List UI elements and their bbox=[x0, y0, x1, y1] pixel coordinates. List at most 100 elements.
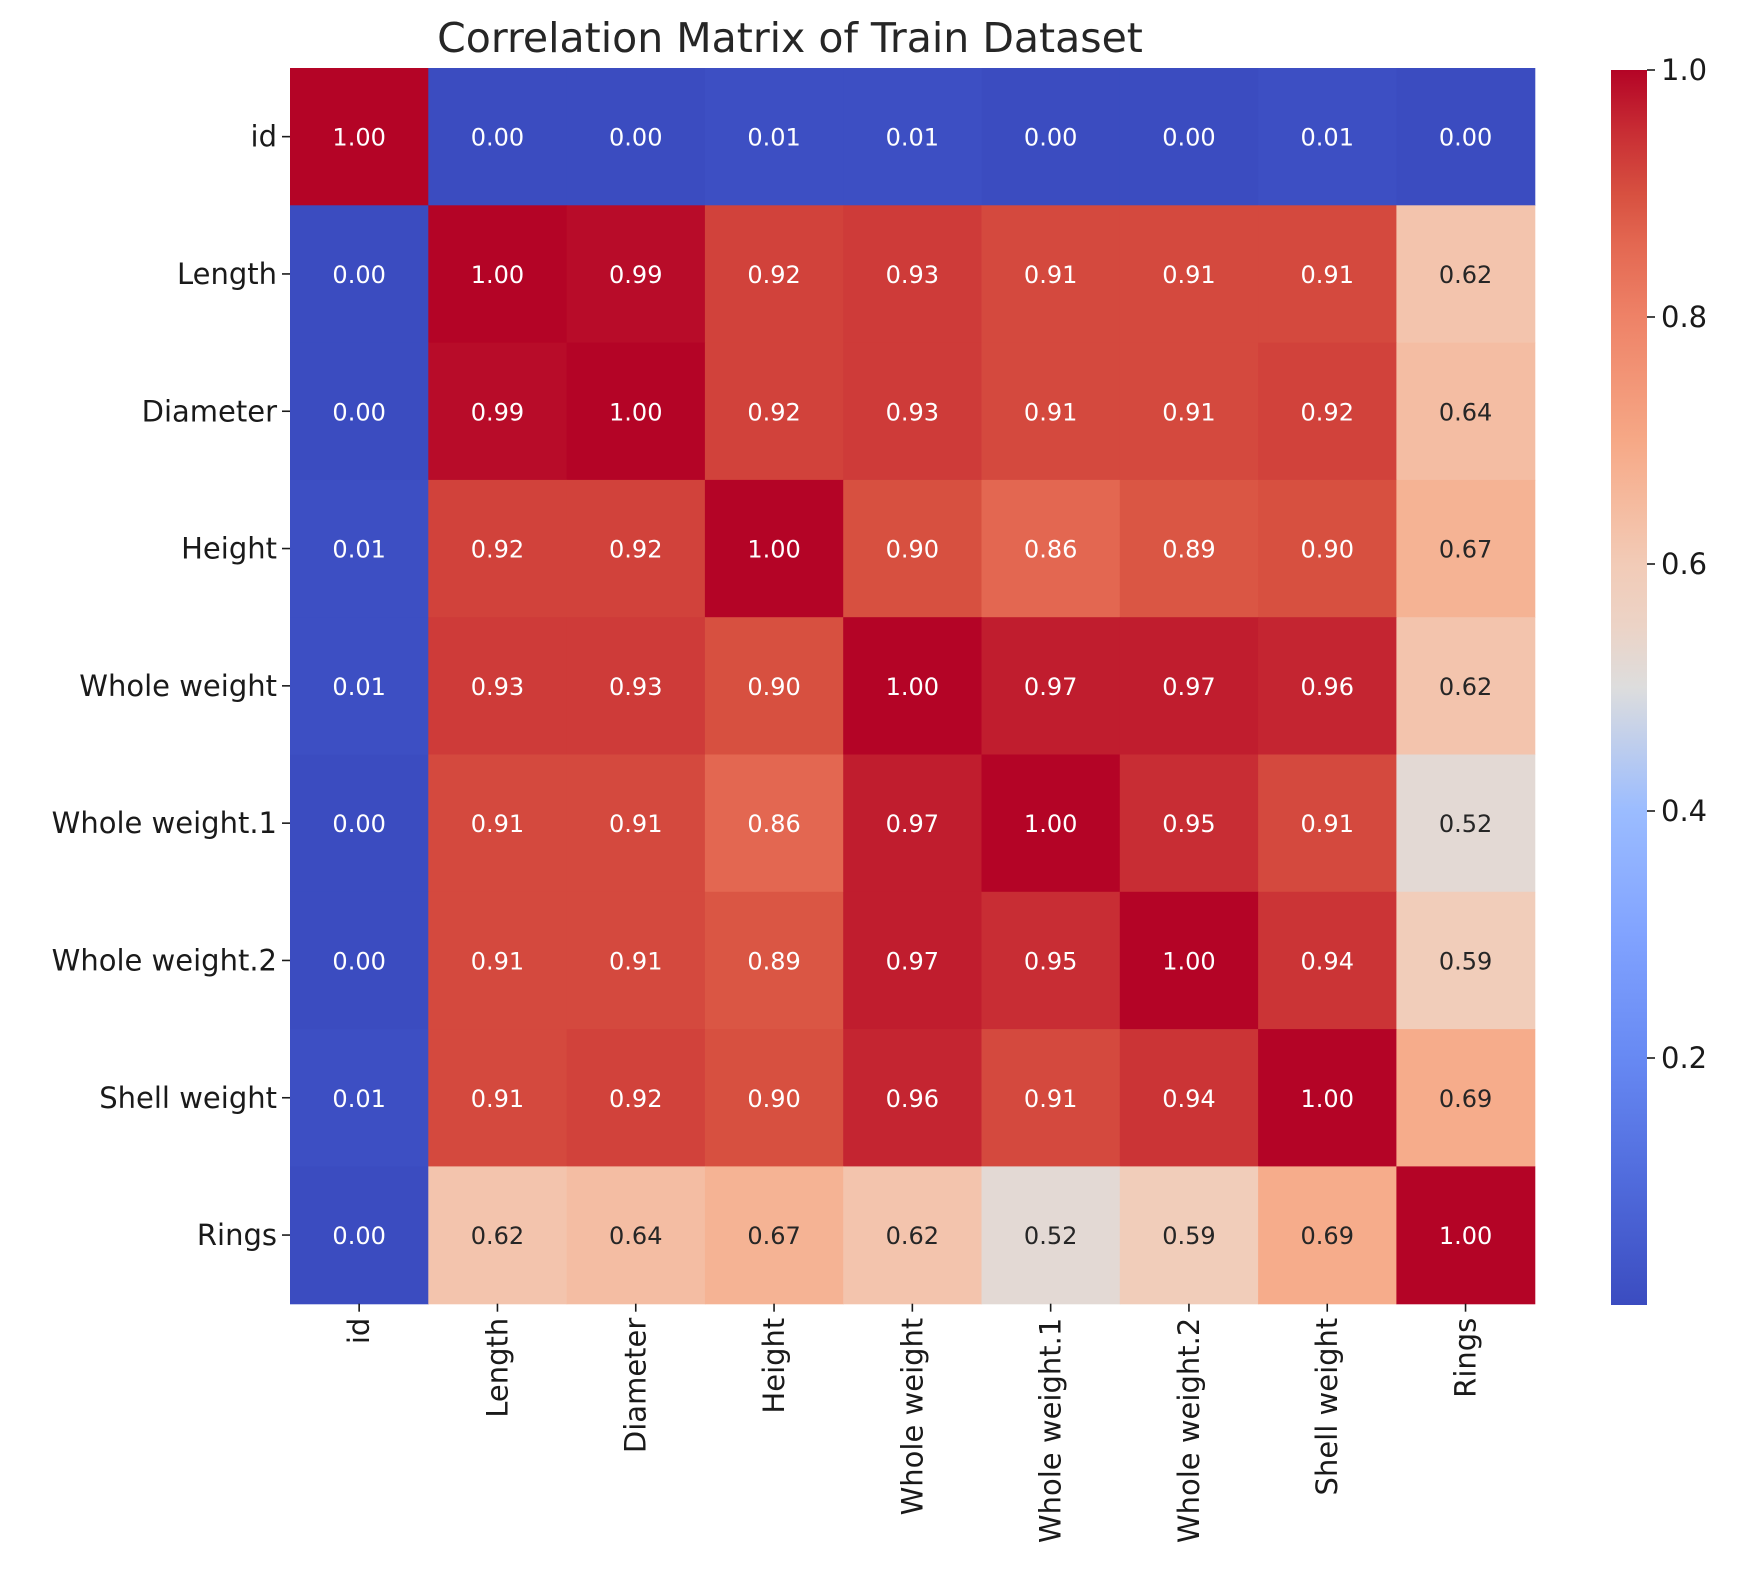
heatmap-cell bbox=[428, 617, 568, 756]
heatmap-cell bbox=[704, 205, 844, 344]
heatmap-cell bbox=[704, 342, 844, 481]
heatmap-cell bbox=[981, 342, 1121, 481]
chart-title: Correlation Matrix of Train Dataset bbox=[437, 14, 1143, 62]
heatmap-cell bbox=[981, 617, 1121, 756]
heatmap-cell bbox=[1396, 68, 1536, 206]
heatmap-cell-label: 0.94 bbox=[1301, 947, 1354, 975]
heatmap-cell-label: 0.00 bbox=[1162, 124, 1215, 152]
x-tick-label: id bbox=[342, 1318, 376, 1344]
heatmap-cell-label: 0.93 bbox=[886, 261, 939, 289]
heatmap-cell bbox=[843, 754, 983, 893]
heatmap-cell-label: 0.01 bbox=[332, 1085, 385, 1113]
y-tick-label: Whole weight.1 bbox=[52, 806, 277, 840]
heatmap-cell-label: 0.95 bbox=[1162, 810, 1215, 838]
heatmap-cell-label: 0.00 bbox=[332, 810, 385, 838]
heatmap-cell-label: 0.64 bbox=[609, 1222, 662, 1250]
heatmap-cell bbox=[843, 617, 983, 756]
heatmap-cell-label: 0.94 bbox=[1162, 1085, 1215, 1113]
heatmap-cell bbox=[290, 754, 429, 893]
heatmap-cell bbox=[1119, 1166, 1259, 1305]
heatmap-cell bbox=[1119, 754, 1259, 893]
heatmap-cell-label: 0.01 bbox=[1301, 124, 1354, 152]
heatmap-cell bbox=[428, 891, 568, 1030]
heatmap-cell-label: 0.00 bbox=[332, 261, 385, 289]
heatmap-cell bbox=[290, 1166, 429, 1305]
y-tick-label: Rings bbox=[197, 1218, 277, 1252]
heatmap-cell-label: 0.95 bbox=[1024, 947, 1077, 975]
heatmap-cell-label: 0.91 bbox=[471, 1085, 524, 1113]
heatmap-cell-label: 0.91 bbox=[1301, 810, 1354, 838]
heatmap-cell bbox=[1119, 1029, 1259, 1167]
heatmap-cell bbox=[566, 754, 706, 893]
heatmap-cell-label: 1.00 bbox=[747, 536, 800, 564]
heatmap-cell bbox=[981, 754, 1121, 893]
heatmap-cell-label: 0.86 bbox=[747, 810, 800, 838]
heatmap-cell bbox=[1258, 891, 1397, 1030]
heatmap-cell-label: 0.00 bbox=[332, 947, 385, 975]
heatmap-cells bbox=[290, 68, 1536, 1305]
heatmap-cell bbox=[428, 479, 568, 618]
heatmap-cell bbox=[981, 205, 1121, 344]
heatmap-cell-label: 0.97 bbox=[1162, 673, 1215, 701]
heatmap-cell-label: 0.00 bbox=[1024, 124, 1077, 152]
heatmap-cell bbox=[428, 1166, 568, 1305]
heatmap-cell bbox=[704, 1029, 844, 1167]
heatmap-cell-label: 0.90 bbox=[747, 1085, 800, 1113]
heatmap-cell-label: 0.69 bbox=[1301, 1222, 1354, 1250]
heatmap-cell bbox=[566, 1029, 706, 1167]
colorbar-tick-label: 0.6 bbox=[1661, 547, 1707, 581]
heatmap-cell bbox=[566, 342, 706, 481]
heatmap-cell bbox=[290, 342, 429, 481]
y-tick-label: Whole weight.2 bbox=[52, 943, 277, 977]
heatmap-cell-label: 0.89 bbox=[747, 947, 800, 975]
heatmap-cell-label: 0.91 bbox=[471, 947, 524, 975]
heatmap-cell-label: 0.62 bbox=[1439, 673, 1492, 701]
heatmap-cell-label: 0.62 bbox=[1439, 261, 1492, 289]
x-tick-label: Shell weight bbox=[1310, 1318, 1344, 1496]
heatmap-cell bbox=[1396, 1029, 1536, 1167]
heatmap-cell-label: 0.96 bbox=[886, 1085, 939, 1113]
heatmap-cell bbox=[566, 891, 706, 1030]
heatmap-cell-label: 0.93 bbox=[471, 673, 524, 701]
x-tick-label: Rings bbox=[1449, 1318, 1483, 1398]
heatmap-cell bbox=[704, 754, 844, 893]
heatmap-cell bbox=[843, 68, 983, 206]
heatmap-cell-label: 0.64 bbox=[1439, 398, 1492, 426]
heatmap-cell bbox=[1258, 342, 1397, 481]
colorbar: 0.2 0.4 0.6 0.8 1.0 bbox=[1611, 53, 1707, 1305]
heatmap-cell bbox=[704, 617, 844, 756]
heatmap-cell-label: 0.90 bbox=[886, 536, 939, 564]
heatmap-cell-label: 0.91 bbox=[1162, 261, 1215, 289]
heatmap-cell bbox=[1258, 754, 1397, 893]
heatmap-cell bbox=[1396, 342, 1536, 481]
y-tick-label: Length bbox=[177, 257, 277, 291]
heatmap-cell-label: 0.59 bbox=[1439, 947, 1492, 975]
heatmap-cell-label: 0.62 bbox=[886, 1222, 939, 1250]
heatmap-cell bbox=[981, 479, 1121, 618]
x-tick-label: Height bbox=[757, 1318, 791, 1414]
heatmap-cell-label: 0.99 bbox=[471, 398, 524, 426]
heatmap-cell bbox=[290, 617, 429, 756]
heatmap-cell bbox=[1396, 479, 1536, 618]
heatmap-cell-label: 0.93 bbox=[609, 673, 662, 701]
heatmap-cell-label: 1.00 bbox=[1439, 1222, 1492, 1250]
heatmap-cell bbox=[290, 1029, 429, 1167]
heatmap-cell-label: 0.67 bbox=[1439, 536, 1492, 564]
heatmap-cell bbox=[566, 479, 706, 618]
heatmap-cell bbox=[843, 342, 983, 481]
heatmap-cell bbox=[704, 68, 844, 206]
heatmap-cell-label: 0.99 bbox=[609, 261, 662, 289]
heatmap-cell bbox=[704, 479, 844, 618]
heatmap-cell bbox=[566, 1166, 706, 1305]
heatmap-cell-label: 0.59 bbox=[1162, 1222, 1215, 1250]
heatmap-cell bbox=[290, 68, 429, 206]
heatmap-cell-label: 0.91 bbox=[1024, 261, 1077, 289]
heatmap-cell-label: 0.89 bbox=[1162, 536, 1215, 564]
heatmap-cell-label: 0.62 bbox=[471, 1222, 524, 1250]
colorbar-tick-label: 1.0 bbox=[1661, 53, 1707, 87]
heatmap-cell-label: 0.90 bbox=[1301, 536, 1354, 564]
heatmap-cell bbox=[1396, 205, 1536, 344]
heatmap-cell-label: 0.86 bbox=[1024, 536, 1077, 564]
heatmap-cell-label: 1.00 bbox=[1301, 1085, 1354, 1113]
